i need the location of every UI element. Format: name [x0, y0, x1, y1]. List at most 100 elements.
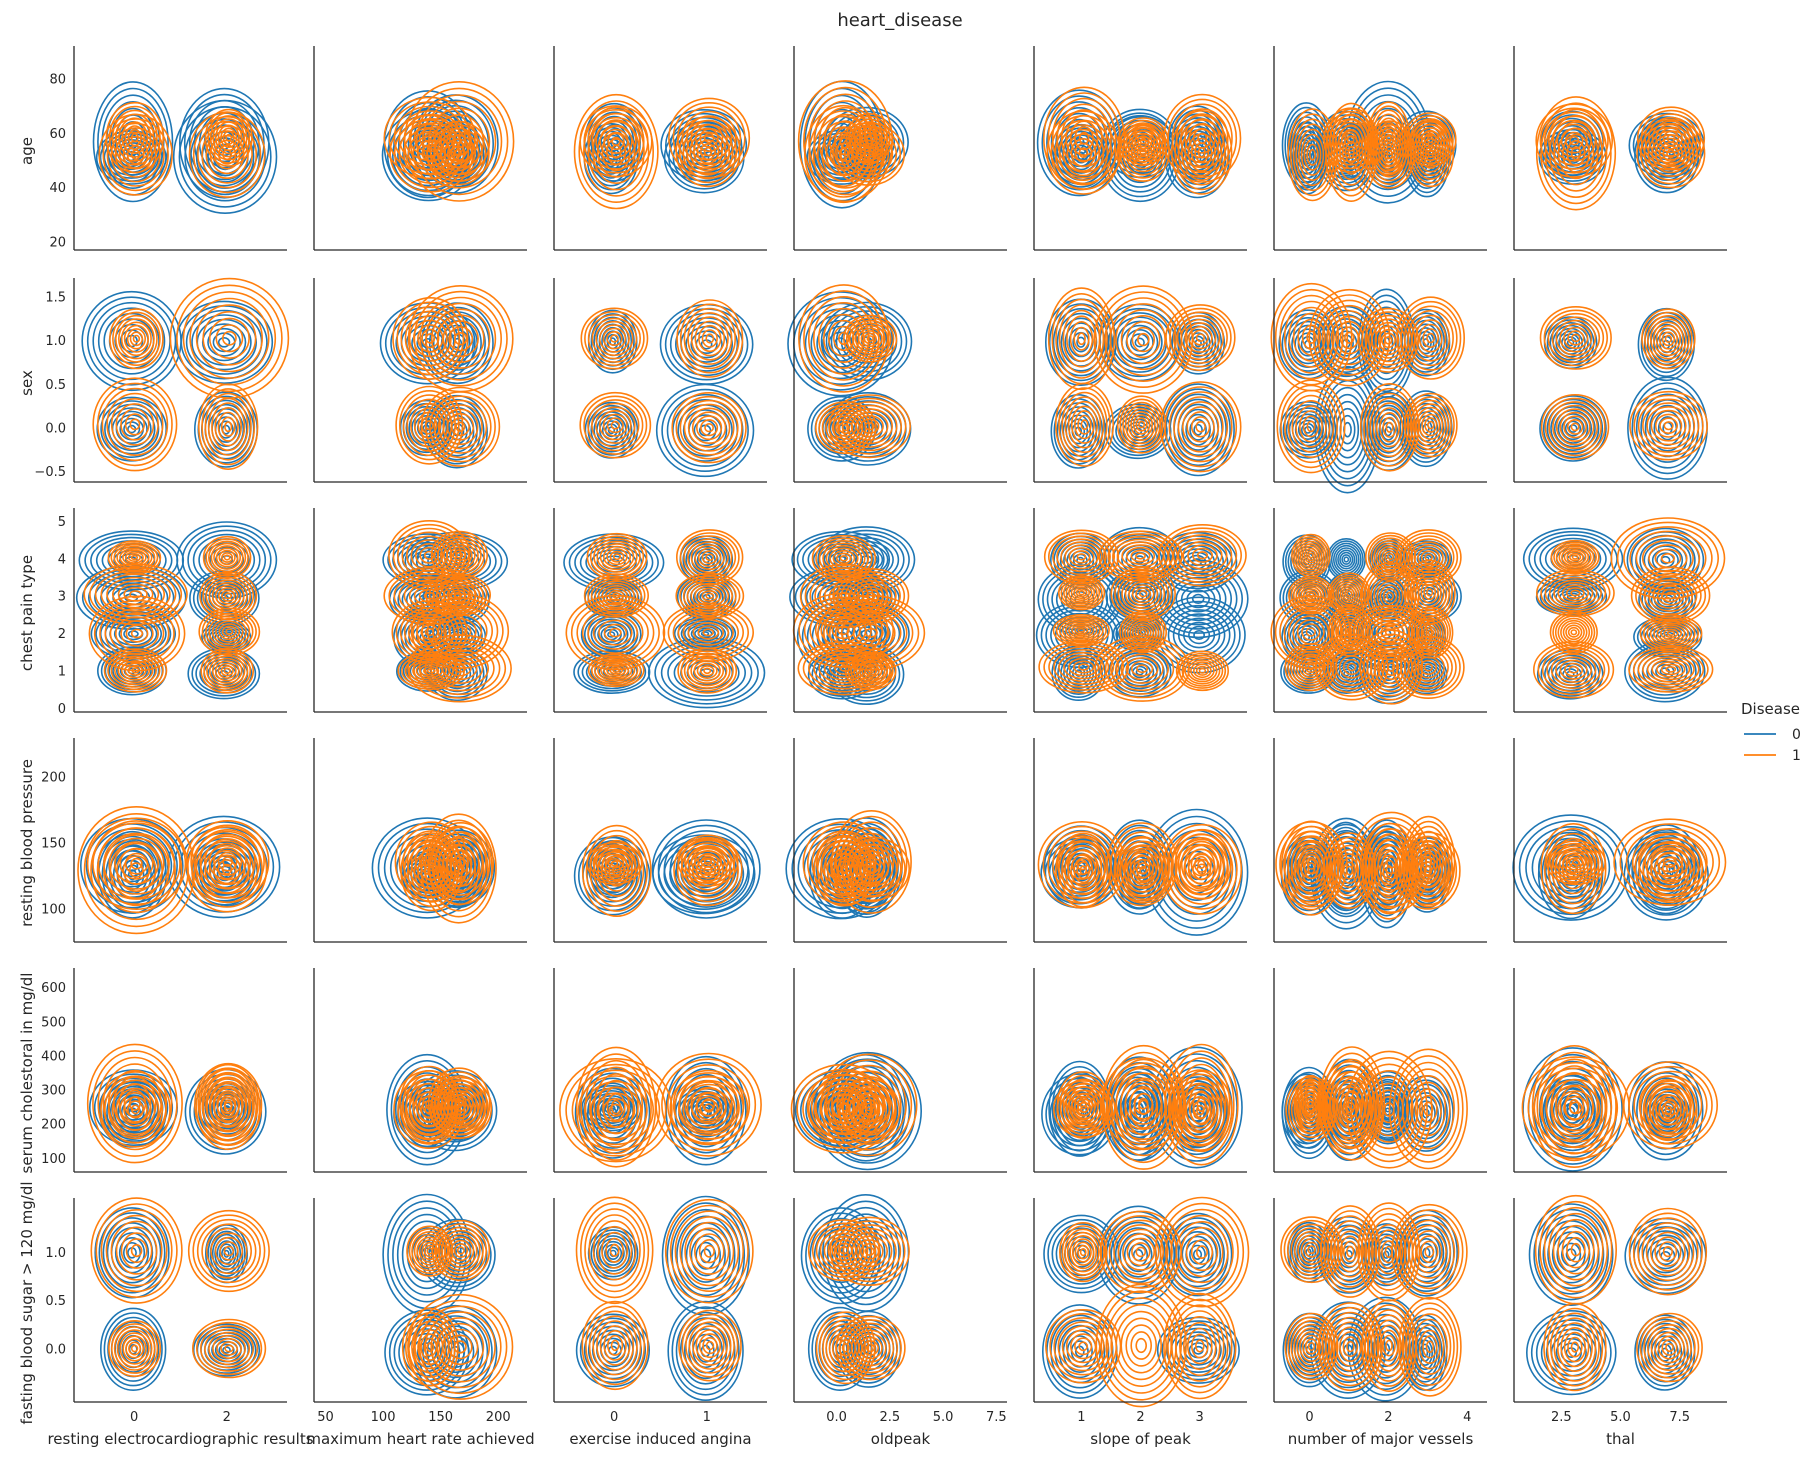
contour-s1-3-1-l7	[1423, 132, 1437, 147]
contour-s1-0-1-l7	[603, 623, 628, 642]
contour-s1-1-1-l8	[862, 1098, 876, 1112]
contour-s1-2-0-l7	[1191, 1333, 1209, 1359]
contour-s1-0-3-l4	[1060, 541, 1103, 573]
contour-s1-0-2-l8	[612, 592, 621, 599]
contour-s1-0-1-l5	[1066, 315, 1097, 363]
contour-s1-1-1-l0	[399, 1065, 460, 1144]
contour-s1-0-1-l2	[1051, 97, 1117, 179]
contour-s1-3-1-l8	[1426, 135, 1434, 144]
contour-s1-1-0-l0	[671, 392, 747, 464]
contour-s1-1-1-l5	[858, 126, 881, 150]
contour-s1-2-0-l4	[1373, 843, 1406, 899]
contour-s1-0-1-l6	[126, 328, 146, 350]
contour-s1-1-1-l2	[831, 1064, 907, 1145]
contour-s1-0-1-l7	[1306, 1097, 1315, 1112]
contour-s1-0-0-l3	[433, 399, 488, 454]
contour-s1-1-0-l6	[1125, 1324, 1157, 1367]
contour-s1-0-1-l3	[1283, 300, 1340, 374]
contour-s1-1-1-l4	[1335, 121, 1367, 159]
contour-s1-2-2-l3	[1370, 573, 1410, 620]
contour-s1-0-0-l2	[1548, 401, 1602, 453]
contour-s1-1-0-l3	[1647, 1324, 1693, 1372]
contour-s1-0-1-l7	[1301, 324, 1322, 350]
contour-s1-3-1-l8	[1427, 628, 1435, 637]
contour-s1-2-1-l8	[1195, 333, 1205, 342]
contour-s1-0-2-l5	[112, 580, 160, 609]
contour-s1-1-3-l2	[397, 527, 462, 583]
contour-s1-1-1-l1	[1632, 1212, 1703, 1291]
contour-s1-1-2-l8	[423, 591, 436, 600]
contour-s1-1-1-l2	[402, 830, 461, 894]
contour-s0-1-3-l8	[1134, 555, 1145, 564]
contour-s1-0-3-l8	[839, 554, 849, 562]
contour-s1-3-1-l2	[1403, 305, 1458, 371]
contour-s1-0-0-l6	[1563, 415, 1588, 439]
contour-s1-0-0-l3	[424, 1311, 496, 1383]
contour-s1-3-0-l8	[1425, 1340, 1435, 1354]
contour-s1-1-0-l6	[695, 415, 723, 441]
contour-s1-1-1-l4	[1645, 1226, 1691, 1277]
contour-s1-1-0-l2	[679, 399, 739, 456]
contour-s1-3-1-l7	[1420, 1240, 1439, 1264]
contour-s0-1-1-l0	[179, 87, 270, 199]
contour-s1-1-1-l1	[667, 606, 749, 659]
panel-grid: 20406080age−0.50.00.51.01.5sex012345ches…	[18, 46, 1727, 1448]
contour-s1-1-1-l7	[422, 852, 441, 872]
contour-s1-1-1-l8	[864, 627, 878, 638]
contour-s1-0-1-l1	[92, 1050, 178, 1157]
contour-s1-0-0-l7	[124, 413, 145, 436]
contour-s1-1-1-l2	[209, 115, 248, 161]
contour-s0-1-1-l1	[826, 1200, 905, 1306]
contour-s1-1-1-l3	[842, 1227, 897, 1275]
contour-s1-1-0-l2	[408, 1316, 453, 1378]
contour-s1-0-1-l1	[579, 1202, 650, 1299]
contour-s0-0-0-l0	[99, 1307, 167, 1392]
contour-s1-0-1-l1	[1543, 309, 1609, 367]
contour-s1-1-1-l4	[855, 123, 883, 153]
contour-s1-0-1-l5	[1292, 312, 1331, 362]
contour-s1-1-1-l7	[1133, 854, 1151, 875]
contour-s1-0-1-l4	[1068, 1085, 1099, 1125]
contour-s1-3-0-l7	[1422, 1335, 1438, 1359]
contour-s1-3-1-l5	[1414, 319, 1447, 358]
contour-s1-1-1-l3	[189, 297, 270, 379]
contour-s1-1-0-l6	[1658, 1097, 1679, 1123]
contour-s1-0-1-l1	[1536, 1051, 1613, 1162]
contour-s1-1-1-l0	[1613, 818, 1727, 907]
contour-s1-3-1-l5	[1411, 1230, 1447, 1274]
contour-s1-1-1-l7	[863, 131, 876, 145]
contour-s1-0-1-l8	[1570, 629, 1578, 636]
contour-s1-1-1-l1	[176, 284, 283, 393]
contour-s0-2-0-l0	[1347, 1296, 1424, 1402]
contour-s1-0-1-l1	[589, 844, 640, 883]
contour-s1-1-0-l0	[838, 1078, 901, 1143]
contour-s1-2-0-l6	[1187, 1327, 1213, 1365]
contour-s1-1-0-l3	[408, 657, 455, 684]
contour-s1-1-1-l7	[1131, 1242, 1151, 1262]
contour-s1-1-2-l6	[1131, 584, 1155, 604]
contour-s1-1-0-l6	[1656, 661, 1686, 678]
contour-s1-1-1-l1	[1120, 119, 1167, 163]
contour-s0-0-1-l2	[102, 1217, 162, 1289]
contour-s1-0-1-l5	[1557, 1224, 1595, 1275]
x-axis-label: number of major vessels	[1288, 1430, 1474, 1448]
contour-s1-3-0-l3	[1408, 1313, 1452, 1381]
contour-s1-0-0-l3	[825, 1323, 867, 1373]
contour-s1-3-1-l0	[1403, 112, 1457, 167]
contour-s1-0-1-l2	[587, 314, 642, 363]
contour-s1-1-1-l4	[841, 1076, 897, 1134]
contour-s1-1-1-l7	[701, 329, 718, 348]
contour-s1-0-3-l1	[433, 533, 485, 577]
contour-s1-1-0-l6	[419, 663, 444, 678]
contour-s1-0-0-l7	[127, 1100, 145, 1119]
contour-s1-1-0-l7	[1342, 1336, 1359, 1358]
contour-s1-0-1-l0	[109, 308, 164, 370]
contour-s0-0-0-l6	[1297, 419, 1318, 441]
contour-s0-0-0-l1	[579, 1317, 647, 1384]
y-tick-label: −0.5	[34, 465, 66, 480]
contour-s1-1-1-l4	[690, 316, 729, 361]
contour-s1-1-3-l8	[223, 554, 231, 561]
contour-s1-2-0-l1	[1171, 1073, 1230, 1147]
contour-s1-2-2-l5	[1376, 580, 1404, 612]
contour-s1-1-0-l6	[216, 1338, 243, 1360]
